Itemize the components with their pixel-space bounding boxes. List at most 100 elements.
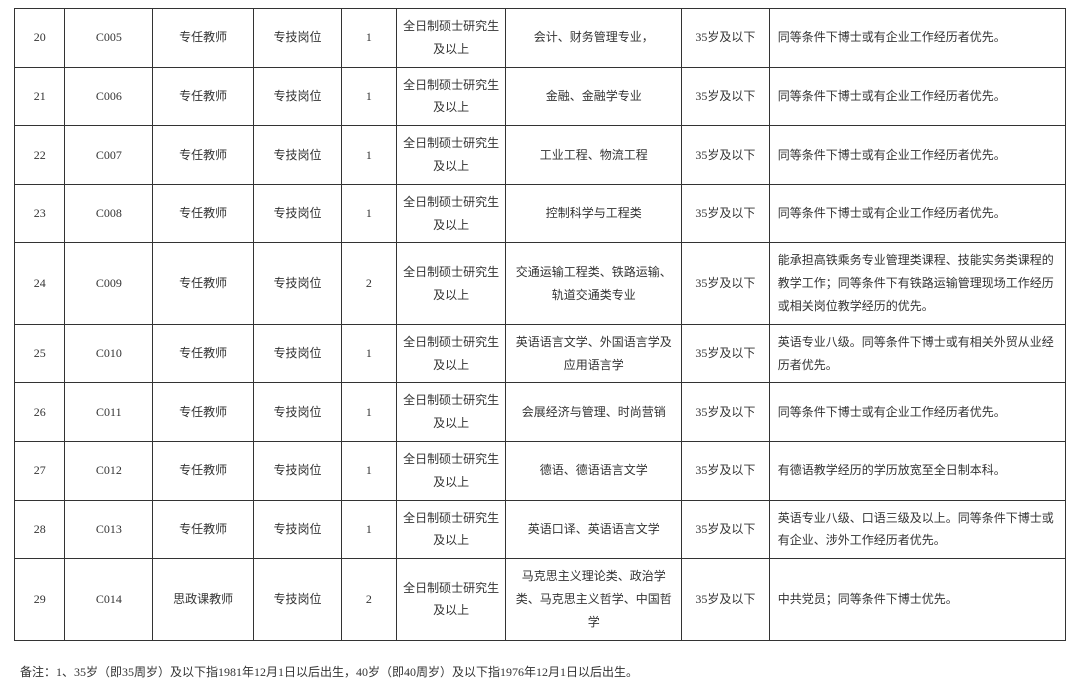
table-cell: 专任教师 [153,500,254,559]
table-cell: 能承担高铁乘务专业管理类课程、技能实务类课程的教学工作；同等条件下有铁路运输管理… [769,243,1065,324]
table-cell: 英语语言文学、外国语言学及应用语言学 [506,324,682,383]
table-row: 21C006专任教师专技岗位1全日制硕士研究生及以上金融、金融学专业35岁及以下… [15,67,1066,126]
table-cell: 1 [341,500,396,559]
table-cell: C006 [65,67,153,126]
table-cell: 35岁及以下 [681,383,769,442]
table-cell: 35岁及以下 [681,243,769,324]
table-cell: 全日制硕士研究生及以上 [396,559,506,640]
table-row: 22C007专任教师专技岗位1全日制硕士研究生及以上工业工程、物流工程35岁及以… [15,126,1066,185]
table-cell: 1 [341,126,396,185]
table-cell: 35岁及以下 [681,126,769,185]
recruitment-table: 20C005专任教师专技岗位1全日制硕士研究生及以上会计、财务管理专业，35岁及… [14,8,1066,641]
table-cell: 同等条件下博士或有企业工作经历者优先。 [769,126,1065,185]
table-cell: 28 [15,500,65,559]
table-cell: 1 [341,383,396,442]
table-cell: 1 [341,9,396,68]
table-cell: 35岁及以下 [681,441,769,500]
table-cell: C010 [65,324,153,383]
table-row: 23C008专任教师专技岗位1全日制硕士研究生及以上控制科学与工程类35岁及以下… [15,184,1066,243]
table-row: 26C011专任教师专技岗位1全日制硕士研究生及以上会展经济与管理、时尚营销35… [15,383,1066,442]
table-cell: 专任教师 [153,126,254,185]
table-cell: 控制科学与工程类 [506,184,682,243]
table-cell: 22 [15,126,65,185]
table-cell: 专任教师 [153,184,254,243]
table-cell: 27 [15,441,65,500]
table-cell: 专技岗位 [254,324,342,383]
table-cell: 中共党员；同等条件下博士优先。 [769,559,1065,640]
table-cell: 有德语教学经历的学历放宽至全日制本科。 [769,441,1065,500]
table-cell: 专任教师 [153,324,254,383]
table-cell: 专技岗位 [254,500,342,559]
table-row: 25C010专任教师专技岗位1全日制硕士研究生及以上英语语言文学、外国语言学及应… [15,324,1066,383]
table-cell: 2 [341,559,396,640]
table-cell: 金融、金融学专业 [506,67,682,126]
table-cell: 1 [341,441,396,500]
table-cell: 专技岗位 [254,441,342,500]
table-cell: 专技岗位 [254,126,342,185]
table-cell: C011 [65,383,153,442]
table-cell: 全日制硕士研究生及以上 [396,441,506,500]
table-cell: 德语、德语语言文学 [506,441,682,500]
table-cell: 全日制硕士研究生及以上 [396,126,506,185]
table-cell: 21 [15,67,65,126]
table-cell: 全日制硕士研究生及以上 [396,324,506,383]
table-cell: 25 [15,324,65,383]
table-cell: 会展经济与管理、时尚营销 [506,383,682,442]
table-cell: 专任教师 [153,441,254,500]
table-cell: 24 [15,243,65,324]
table-cell: 专任教师 [153,383,254,442]
table-cell: 全日制硕士研究生及以上 [396,500,506,559]
table-cell: 英语专业八级、口语三级及以上。同等条件下博士或有企业、涉外工作经历者优先。 [769,500,1065,559]
table-cell: C007 [65,126,153,185]
table-cell: C014 [65,559,153,640]
table-cell: 1 [341,184,396,243]
table-cell: 26 [15,383,65,442]
table-cell: 专技岗位 [254,559,342,640]
table-cell: 同等条件下博士或有企业工作经历者优先。 [769,184,1065,243]
table-cell: 20 [15,9,65,68]
table-body: 20C005专任教师专技岗位1全日制硕士研究生及以上会计、财务管理专业，35岁及… [15,9,1066,641]
table-cell: 1 [341,324,396,383]
table-cell: 马克思主义理论类、政治学类、马克思主义哲学、中国哲学 [506,559,682,640]
table-cell: 2 [341,243,396,324]
table-cell: 35岁及以下 [681,67,769,126]
table-cell: 全日制硕士研究生及以上 [396,184,506,243]
table-cell: 35岁及以下 [681,9,769,68]
table-row: 27C012专任教师专技岗位1全日制硕士研究生及以上德语、德语语言文学35岁及以… [15,441,1066,500]
table-cell: 35岁及以下 [681,324,769,383]
footnote: 备注：1、35岁（即35周岁）及以下指1981年12月1日以后出生，40岁（即4… [14,641,1066,692]
table-cell: C009 [65,243,153,324]
table-cell: 英语专业八级。同等条件下博士或有相关外贸从业经历者优先。 [769,324,1065,383]
table-cell: C013 [65,500,153,559]
table-cell: 专任教师 [153,243,254,324]
table-cell: 全日制硕士研究生及以上 [396,383,506,442]
table-cell: 专技岗位 [254,383,342,442]
table-cell: 专技岗位 [254,67,342,126]
table-row: 29C014思政课教师专技岗位2全日制硕士研究生及以上马克思主义理论类、政治学类… [15,559,1066,640]
table-cell: 专技岗位 [254,184,342,243]
table-cell: 交通运输工程类、铁路运输、轨道交通类专业 [506,243,682,324]
table-cell: C005 [65,9,153,68]
table-cell: 23 [15,184,65,243]
table-cell: 同等条件下博士或有企业工作经历者优先。 [769,67,1065,126]
table-cell: 全日制硕士研究生及以上 [396,67,506,126]
table-cell: 同等条件下博士或有企业工作经历者优先。 [769,383,1065,442]
table-cell: 专任教师 [153,67,254,126]
table-cell: 会计、财务管理专业， [506,9,682,68]
table-cell: 1 [341,67,396,126]
table-cell: 工业工程、物流工程 [506,126,682,185]
table-cell: 英语口译、英语语言文学 [506,500,682,559]
table-cell: 专技岗位 [254,243,342,324]
table-cell: 35岁及以下 [681,184,769,243]
table-row: 20C005专任教师专技岗位1全日制硕士研究生及以上会计、财务管理专业，35岁及… [15,9,1066,68]
table-cell: 29 [15,559,65,640]
table-cell: 35岁及以下 [681,500,769,559]
table-cell: C012 [65,441,153,500]
table-row: 24C009专任教师专技岗位2全日制硕士研究生及以上交通运输工程类、铁路运输、轨… [15,243,1066,324]
table-cell: C008 [65,184,153,243]
table-cell: 专技岗位 [254,9,342,68]
table-cell: 35岁及以下 [681,559,769,640]
table-cell: 全日制硕士研究生及以上 [396,9,506,68]
table-cell: 思政课教师 [153,559,254,640]
table-cell: 专任教师 [153,9,254,68]
